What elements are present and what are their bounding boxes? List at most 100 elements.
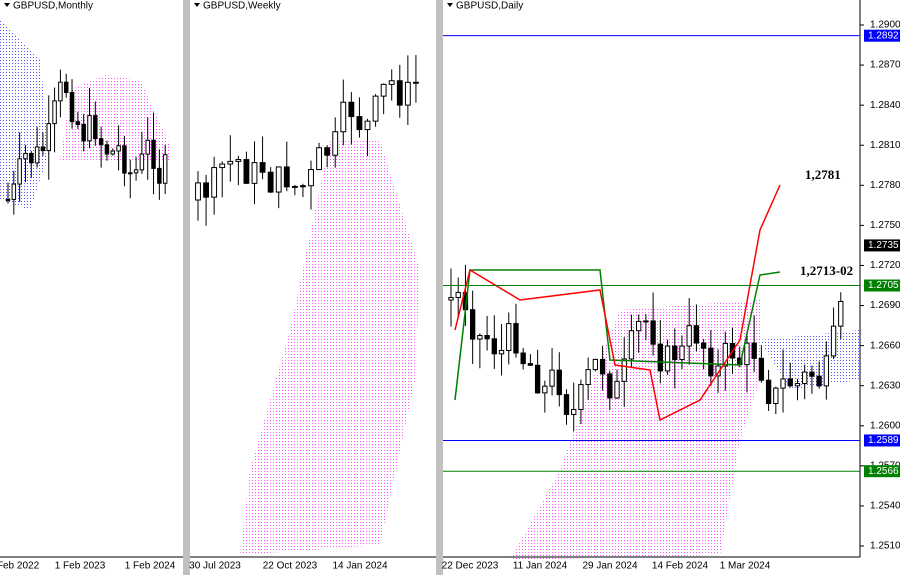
candle-body	[235, 159, 242, 162]
price-label: 1.2566	[868, 466, 899, 477]
candle-body	[34, 146, 40, 164]
title-icon	[4, 3, 10, 7]
candle-body	[116, 145, 121, 152]
candle-body	[816, 375, 822, 387]
candle-body	[838, 300, 844, 327]
candle-body	[571, 408, 577, 415]
candle-body	[356, 116, 363, 131]
candle-body	[636, 320, 642, 332]
price-label: 1.2589	[868, 435, 899, 446]
candle-body	[765, 379, 772, 404]
candle-body	[578, 384, 584, 410]
candle-body	[69, 92, 75, 123]
x-tick-label: 14 Jan 2024	[332, 561, 387, 572]
candle-body	[5, 198, 11, 201]
title-icon	[447, 3, 453, 7]
candle-body	[823, 355, 830, 387]
candle-body	[527, 363, 534, 366]
candle-body	[794, 383, 801, 387]
candle-body	[380, 83, 387, 97]
y-tick-label: 1.2750	[870, 220, 900, 231]
price-label-box	[864, 434, 900, 447]
candle-body	[455, 291, 461, 299]
x-tick-label: 11 Jan 2024	[513, 561, 568, 572]
candle-body	[162, 154, 168, 184]
y-tick-label: 1.2660	[870, 340, 900, 351]
candle-body	[63, 81, 69, 94]
candle-body	[809, 371, 815, 377]
separator	[436, 0, 443, 575]
annotation: 1,2713-02	[800, 263, 853, 278]
candle-body	[348, 101, 355, 118]
candle-body	[157, 167, 162, 184]
candle-body	[128, 172, 133, 175]
candle-body	[708, 347, 714, 377]
x-tick-label: 14 Feb 2024	[652, 561, 709, 572]
candle-body	[534, 364, 541, 394]
candle-body	[556, 369, 562, 396]
x-tick-label: 30 Jul 2023	[189, 561, 241, 572]
x-tick-label: 1 Feb 2024	[125, 561, 176, 572]
y-tick-label: 1.2510	[870, 541, 900, 552]
candle-body	[243, 159, 250, 184]
candle-body	[773, 387, 779, 404]
x-tick-label: 22 Oct 2023	[263, 561, 318, 572]
candle-body	[267, 171, 274, 193]
candle-body	[17, 158, 22, 185]
candle-body	[448, 297, 454, 301]
candle-body	[679, 345, 685, 361]
y-tick-label: 1.2630	[870, 380, 900, 391]
candle-body	[316, 147, 322, 171]
panel-title: GBPUSD,Monthly	[13, 1, 93, 12]
candle-body	[787, 378, 793, 387]
candle-body	[122, 145, 127, 174]
candle-body	[93, 115, 98, 140]
candle-body	[145, 139, 150, 155]
candle-body	[195, 182, 201, 201]
y-tick-label: 1.2690	[870, 300, 900, 311]
candle-body	[758, 357, 765, 381]
candle-body	[657, 343, 663, 372]
candle-body	[251, 162, 258, 184]
candle-body	[607, 373, 613, 399]
candle-body	[621, 358, 627, 382]
y-tick-label: 1.2540	[870, 501, 900, 512]
candle-body	[693, 325, 700, 344]
candle-body	[75, 121, 81, 125]
candle-body	[364, 120, 371, 131]
candle-body	[52, 100, 57, 125]
candle-body	[686, 325, 692, 347]
panel-title: GBPUSD,Daily	[456, 1, 523, 12]
candle-body	[151, 139, 156, 169]
candle-body	[614, 380, 620, 399]
candle-body	[672, 345, 678, 361]
candle-body	[58, 81, 63, 102]
price-label-box	[864, 29, 900, 42]
candle-body	[780, 378, 786, 389]
current-price-box	[864, 239, 900, 252]
x-tick-label: 1 Mar 2024	[720, 561, 771, 572]
y-tick-label: 1.2870	[870, 60, 900, 71]
candle-body	[81, 123, 86, 142]
candle-body	[46, 123, 51, 152]
candle-body	[549, 369, 555, 387]
y-tick-label: 1.2780	[870, 180, 900, 191]
candle-body	[491, 338, 497, 355]
candle-body	[643, 320, 649, 323]
candle-body	[413, 81, 419, 84]
candle-body	[542, 385, 548, 394]
price-label: 1.2705	[868, 280, 899, 291]
y-tick-label: 1.2720	[870, 260, 900, 271]
candle-body	[275, 166, 282, 193]
candle-body	[87, 115, 92, 142]
price-label-box	[864, 465, 900, 478]
candle-body	[340, 101, 347, 133]
candle-body	[203, 182, 209, 198]
y-tick-label: 1.2840	[870, 100, 900, 111]
candle-body	[506, 323, 512, 351]
price-label: 1.2892	[868, 30, 899, 41]
candle-body	[563, 394, 570, 415]
y-tick-label: 1.2810	[870, 140, 900, 151]
